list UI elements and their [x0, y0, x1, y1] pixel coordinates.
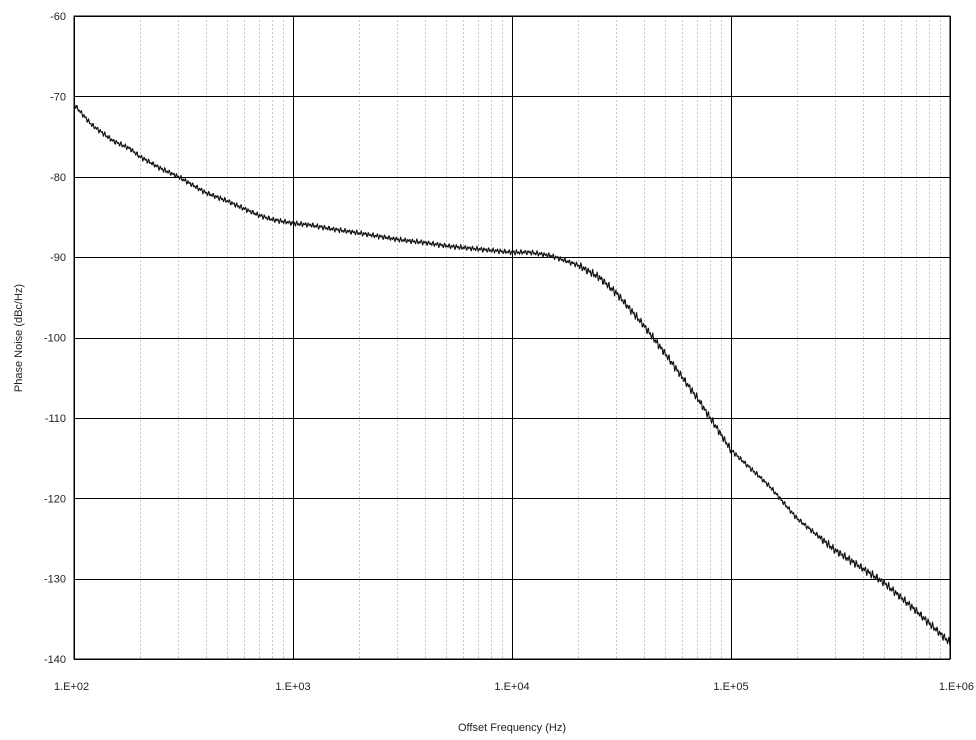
y-axis-tick-labels: -60 -70 -80 -90 -100 -110 -120 -130 -140	[44, 11, 66, 666]
y-tick-label: -60	[50, 11, 66, 23]
y-tick-label: -70	[50, 91, 66, 103]
y-tick-label: -80	[50, 172, 66, 184]
y-tick-label: -110	[45, 413, 66, 425]
y-tick-label: -90	[50, 252, 66, 264]
minor-gridlines	[140, 16, 941, 659]
x-tick-label: 1.E+04	[494, 681, 529, 693]
series-group	[74, 103, 951, 647]
x-tick-label: 1.E+05	[713, 681, 748, 693]
y-tick-label: -140	[44, 654, 66, 666]
y-axis-title: Phase Noise (dBc/Hz)	[13, 284, 25, 392]
x-axis-title: Offset Frequency (Hz)	[458, 722, 566, 734]
major-gridlines	[74, 16, 951, 660]
plot-area	[73, 15, 951, 660]
x-tick-label: 1.E+03	[275, 681, 310, 693]
y-tick-label: -130	[44, 574, 66, 586]
y-tick-label: -120	[44, 493, 66, 505]
y-tick-label: -100	[44, 333, 66, 345]
x-tick-label: 1.E+02	[54, 681, 89, 693]
x-tick-label: 1.E+06	[939, 681, 974, 693]
phase-noise-series-line	[74, 103, 951, 647]
x-axis-tick-labels: 1.E+02 1.E+03 1.E+04 1.E+05 1.E+06	[54, 681, 974, 693]
